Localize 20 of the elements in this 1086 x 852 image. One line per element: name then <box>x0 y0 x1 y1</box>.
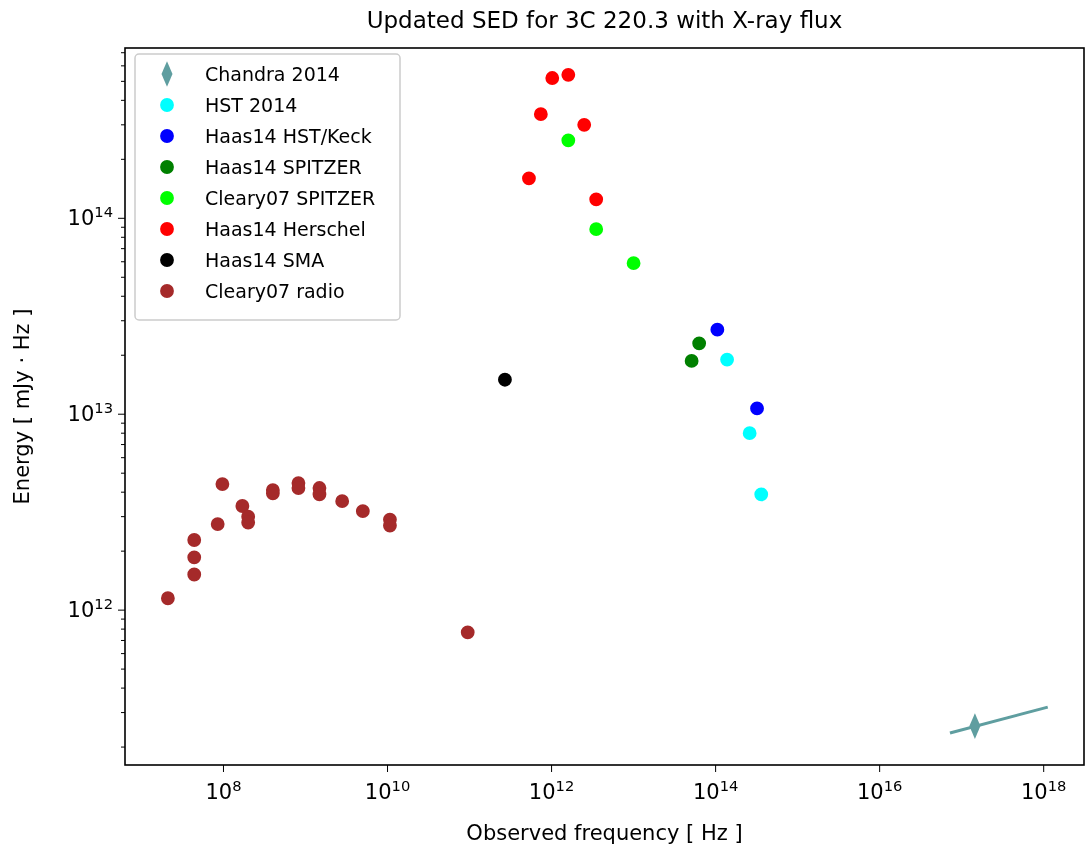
legend-label: HST 2014 <box>205 94 298 116</box>
x-tick-label: 10$^{16}$ <box>856 776 903 804</box>
legend-label: Cleary07 radio <box>205 280 345 302</box>
y-tick-label: 10$^{13}$ <box>67 398 113 427</box>
x-tick-label: 10$^{10}$ <box>364 776 411 804</box>
x-tick-label: 10$^{8}$ <box>205 776 242 804</box>
x-tick-label: 10$^{14}$ <box>692 776 739 804</box>
x-tick-label: 10$^{18}$ <box>1020 776 1067 804</box>
y-tick-label: 10$^{12}$ <box>67 594 113 623</box>
legend-label: Cleary07 SPITZER <box>205 187 376 209</box>
y-tick-label: 10$^{14}$ <box>67 202 113 231</box>
y-axis-title: Energy [ mJy · Hz ] <box>10 308 34 505</box>
legend-label: Haas14 Herschel <box>205 218 366 240</box>
legend-label: Haas14 SMA <box>205 249 325 271</box>
legend-label: Haas14 HST/Keck <box>205 125 372 147</box>
legend-label: Chandra 2014 <box>205 63 340 85</box>
chart-title: Updated SED for 3C 220.3 with X-ray flux <box>366 7 843 33</box>
x-axis-title: Observed frequency [ Hz ] <box>466 821 743 845</box>
legend-label: Haas14 SPITZER <box>205 156 362 178</box>
x-tick-label: 10$^{12}$ <box>528 776 575 804</box>
